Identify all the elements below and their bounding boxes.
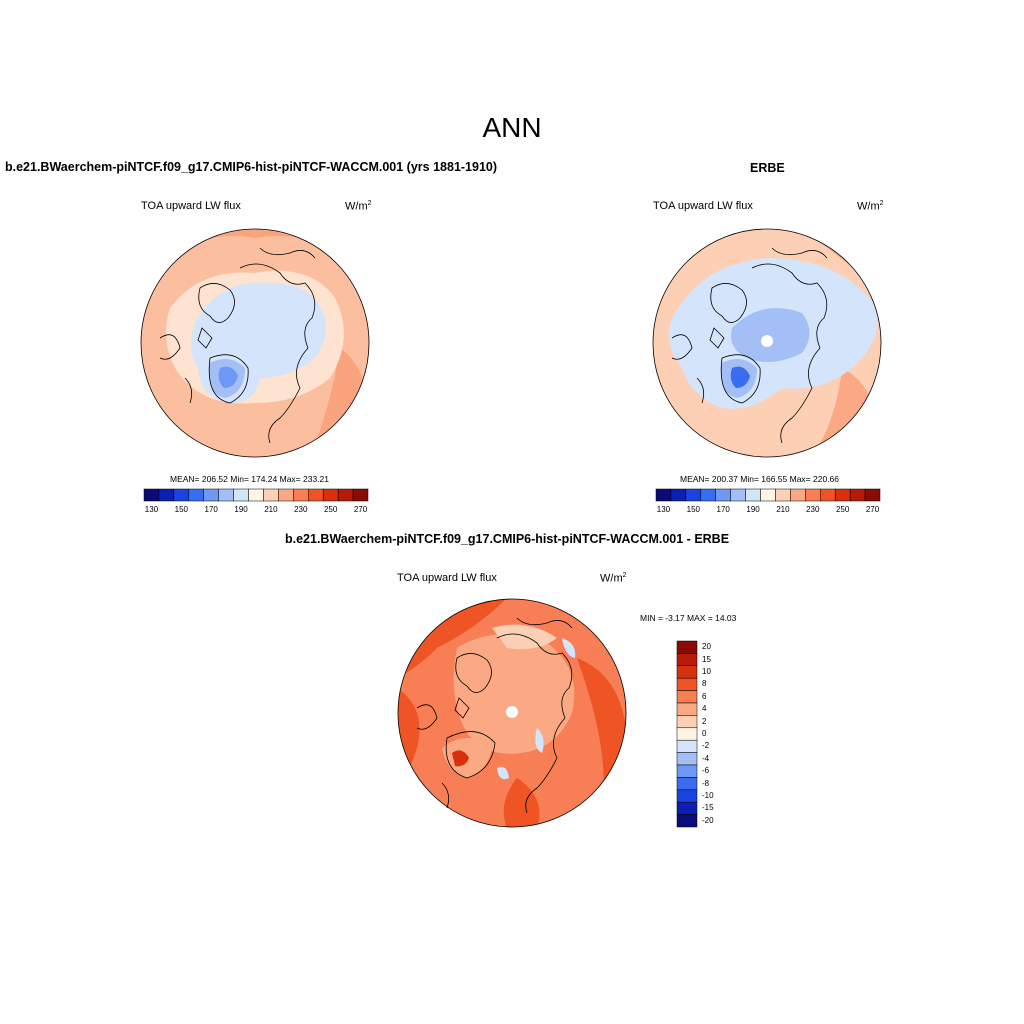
colorbar-model-tick-label: 150 <box>174 505 188 514</box>
panel-model-variable: TOA upward LW flux <box>141 200 241 212</box>
panel-obs-stats: MEAN= 200.37 Min= 166.55 Max= 220.66 <box>680 474 840 484</box>
colorbar-model-swatch <box>173 488 190 502</box>
colorbar-diff-swatch <box>676 764 698 778</box>
colorbar-model-tick-label: 210 <box>264 505 278 514</box>
panel-diff-variable: TOA upward LW flux <box>397 572 497 584</box>
colorbar-model-labels: 130 150 170 190 210 230 250 270 <box>144 505 368 517</box>
colorbar-model-tick-label: 230 <box>294 505 308 514</box>
panel-diff-title: b.e21.BWaerchem-piNTCF.f09_g17.CMIP6-his… <box>285 532 730 546</box>
colorbar-obs-swatch <box>864 488 881 502</box>
colorbar-diff-tick-label: 6 <box>702 691 707 701</box>
colorbar-diff-tick-label: 20 <box>702 642 711 652</box>
colorbar-diff-swatch <box>676 690 698 704</box>
colorbar-obs-swatch <box>760 488 776 502</box>
colorbar-obs-tick-label: 130 <box>656 505 671 514</box>
colorbar-obs-swatch <box>700 488 716 502</box>
colorbar-model-swatch <box>203 488 219 502</box>
colorbar-obs-swatch <box>849 488 866 502</box>
colorbar-model <box>143 488 369 502</box>
colorbar-obs <box>655 488 881 502</box>
colorbar-diff-swatch <box>676 739 698 753</box>
colorbar-model-swatch <box>218 488 234 502</box>
colorbar-diff-swatch <box>676 653 698 667</box>
colorbar-model-swatch <box>233 488 249 502</box>
colorbar-obs-tick-label: 250 <box>835 505 850 514</box>
panel-obs-units: W/m2 <box>857 200 884 213</box>
colorbar-diff-swatch <box>676 727 698 741</box>
panel-model-title: b.e21.BWaerchem-piNTCF.f09_g17.CMIP6-his… <box>5 160 498 174</box>
panel-obs-title: ERBE <box>750 161 785 175</box>
colorbar-diff-swatch <box>676 640 698 654</box>
colorbar-diff-swatch <box>676 665 698 679</box>
colorbar-diff-tick-label: -4 <box>702 753 710 763</box>
polar-map-model <box>140 228 370 458</box>
colorbar-diff-swatch <box>676 752 698 766</box>
colorbar-diff-tick-label: 8 <box>702 679 707 689</box>
colorbar-diff-swatch <box>676 702 698 716</box>
colorbar-diff-swatch <box>676 801 698 815</box>
colorbar-diff-swatch <box>676 789 698 803</box>
colorbar-diff-swatch <box>676 677 698 691</box>
colorbar-obs-swatch <box>775 488 791 502</box>
colorbar-diff-tick-label: -6 <box>702 766 710 776</box>
colorbar-diff-tick-label: 10 <box>702 667 711 676</box>
colorbar-model-swatch <box>143 488 160 502</box>
colorbar-obs-swatch <box>834 488 851 502</box>
colorbar-obs-tick-label: 170 <box>716 505 730 514</box>
panel-diff-stats: MIN = -3.17 MAX = 14.03 <box>640 613 737 623</box>
colorbar-obs-swatch <box>745 488 761 502</box>
colorbar-diff-labels: 20 15 10 8 6 4 2 0 -2 -4 -6 -8 -10 -15 -20 <box>702 641 742 827</box>
colorbar-model-swatch <box>263 488 279 502</box>
colorbar-obs-tick-label: 270 <box>865 505 880 514</box>
colorbar-model-swatch <box>188 488 204 502</box>
colorbar-model-tick-label: 190 <box>234 505 248 514</box>
colorbar-obs-swatch <box>730 488 746 502</box>
panel-diff-units: W/m2 <box>600 572 627 585</box>
colorbar-obs-swatch <box>670 488 687 502</box>
colorbar-obs-swatch <box>655 488 672 502</box>
colorbar-diff-tick-label: -20 <box>702 815 714 825</box>
colorbar-obs-tick-label: 190 <box>746 505 760 514</box>
panel-model-stats: MEAN= 206.52 Min= 174.24 Max= 233.21 <box>170 474 330 484</box>
colorbar-diff-tick-label: -8 <box>702 778 710 788</box>
panel-model-units: W/m2 <box>345 200 372 213</box>
colorbar-diff-tick-label: -15 <box>702 803 714 813</box>
colorbar-obs-swatch <box>715 488 731 502</box>
colorbar-obs-swatch <box>790 488 806 502</box>
colorbar-model-tick-label: 250 <box>323 505 338 514</box>
panel-obs-variable: TOA upward LW flux <box>653 200 753 212</box>
colorbar-diff-tick-label: 15 <box>702 654 711 664</box>
colorbar-diff-tick-label: 4 <box>702 704 707 714</box>
colorbar-diff-tick-label: 2 <box>702 716 707 726</box>
colorbar-obs-labels: 130 150 170 190 210 230 250 270 <box>656 505 880 517</box>
colorbar-diff-tick-label: 0 <box>702 729 707 738</box>
colorbar-obs-tick-label: 210 <box>776 505 790 514</box>
colorbar-diff-tick-label: -2 <box>702 741 710 751</box>
colorbar-model-swatch <box>352 488 369 502</box>
polar-map-diff <box>397 598 627 828</box>
colorbar-model-swatch <box>308 488 324 502</box>
colorbar-diff-tick-label: -10 <box>702 791 714 800</box>
figure-title: ANN <box>482 112 542 143</box>
colorbar-obs-tick-label: 150 <box>686 505 700 514</box>
colorbar-model-swatch <box>337 488 354 502</box>
colorbar-diff-swatch <box>676 777 698 791</box>
colorbar-obs-swatch <box>820 488 836 502</box>
colorbar-diff-swatch <box>676 814 698 828</box>
colorbar-diff-swatch <box>676 715 698 729</box>
colorbar-model-swatch <box>158 488 175 502</box>
colorbar-obs-tick-label: 230 <box>806 505 820 514</box>
colorbar-diff <box>676 640 698 828</box>
colorbar-model-swatch <box>322 488 339 502</box>
colorbar-model-swatch <box>278 488 294 502</box>
colorbar-model-tick-label: 170 <box>204 505 218 514</box>
polar-map-obs <box>652 228 882 458</box>
colorbar-model-tick-label: 130 <box>144 505 159 514</box>
colorbar-model-swatch <box>293 488 309 502</box>
colorbar-obs-swatch <box>805 488 821 502</box>
colorbar-model-tick-label: 270 <box>353 505 368 514</box>
colorbar-model-swatch <box>248 488 264 502</box>
colorbar-obs-swatch <box>685 488 702 502</box>
